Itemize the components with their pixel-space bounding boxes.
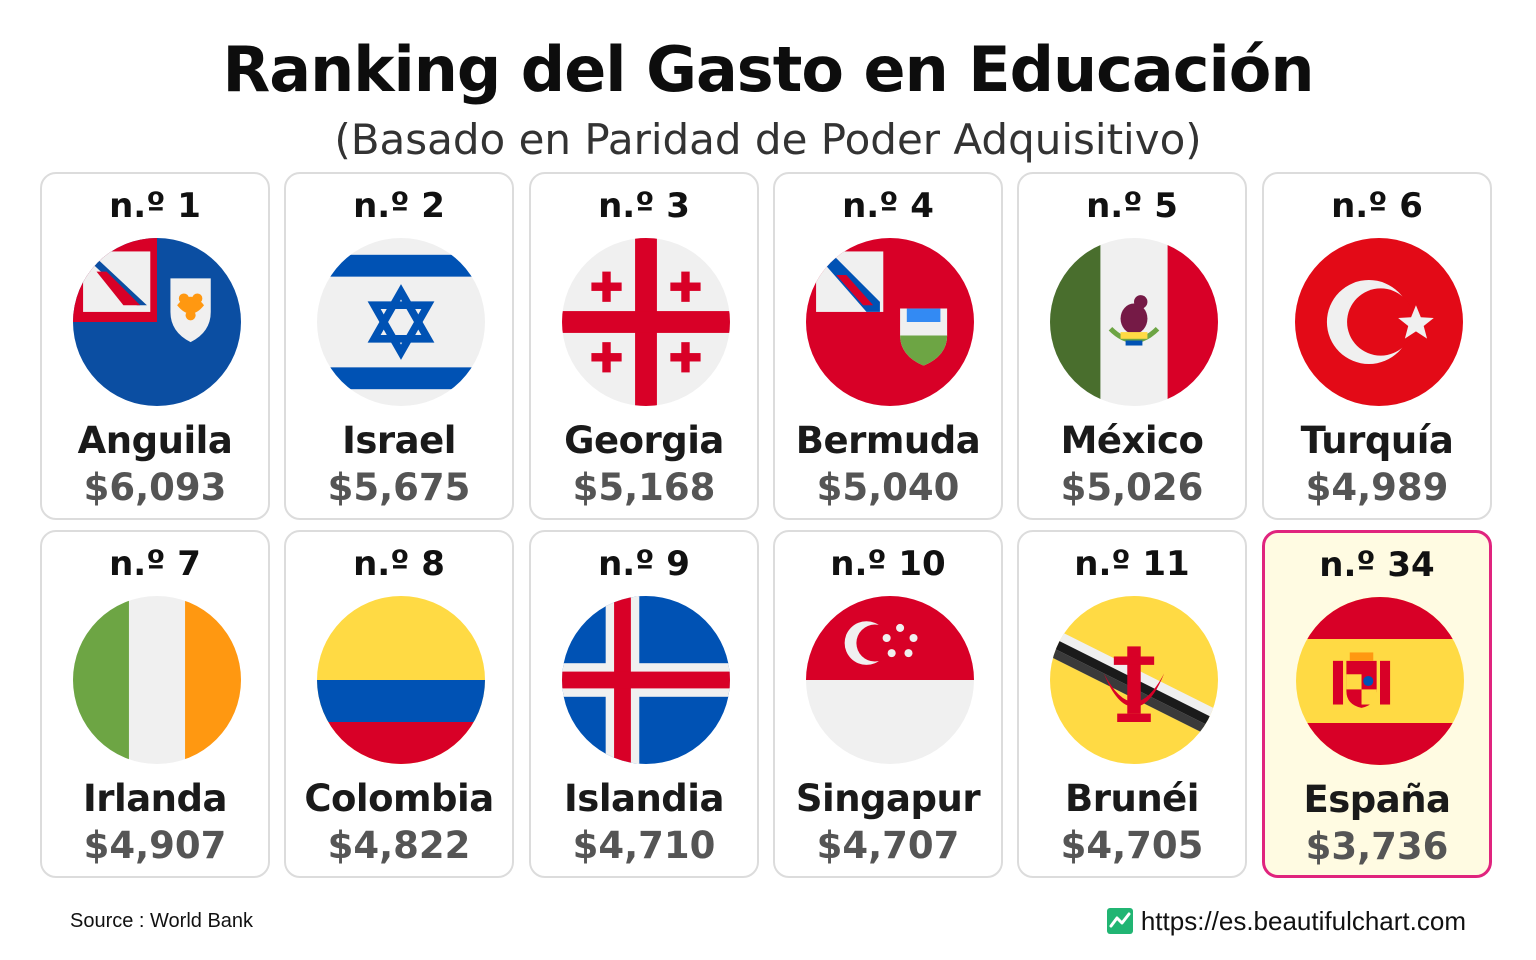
spending-value: $5,168 (572, 466, 716, 509)
israel-flag-icon (317, 238, 485, 406)
ranking-card: n.º 11 Brunéi $4,705 (1017, 530, 1247, 878)
ranking-card: n.º 6 Turquía $4,989 (1262, 172, 1492, 520)
ranking-grid: n.º 1 Anguila $6,093 n.º 2 (40, 172, 1492, 878)
spending-value: $5,675 (327, 466, 471, 509)
rank-label: n.º 2 (353, 186, 445, 226)
spending-value: $6,093 (83, 466, 227, 509)
bermuda-flag-icon (806, 238, 974, 406)
rank-label: n.º 1 (109, 186, 201, 226)
ranking-card: n.º 8 Colombia $4,822 (284, 530, 514, 878)
anguilla-flag-icon (73, 238, 241, 406)
country-name: Colombia (304, 777, 494, 820)
ranking-card: n.º 7 Irlanda $4,907 (40, 530, 270, 878)
ranking-card: n.º 3 Georgia $5,168 (529, 172, 759, 520)
country-name: Brunéi (1065, 777, 1199, 820)
singapore-flag-icon (806, 596, 974, 764)
spending-value: $4,710 (572, 824, 716, 867)
country-name: Irlanda (83, 777, 227, 820)
spending-value: $4,907 (83, 824, 227, 867)
ranking-card: n.º 9 Islandia $4,710 (529, 530, 759, 878)
rank-label: n.º 8 (353, 544, 445, 584)
country-name: Anguila (77, 419, 233, 462)
rank-label: n.º 11 (1074, 544, 1190, 584)
site-link[interactable]: https://es.beautifulchart.com (1106, 902, 1466, 940)
ranking-card: n.º 4 Bermuda $5,040 (773, 172, 1003, 520)
site-url[interactable]: https://es.beautifulchart.com (1140, 905, 1466, 936)
rank-label: n.º 6 (1331, 186, 1423, 226)
country-name: Israel (342, 419, 456, 462)
mexico-flag-icon (1050, 238, 1218, 406)
rank-label: n.º 4 (842, 186, 934, 226)
rank-label: n.º 9 (598, 544, 690, 584)
rank-label: n.º 10 (830, 544, 946, 584)
spending-value: $3,736 (1305, 825, 1449, 868)
colombia-flag-icon (317, 596, 485, 764)
country-name: México (1060, 419, 1204, 462)
spending-value: $5,026 (1060, 466, 1204, 509)
ranking-card: n.º 5 México $5,026 (1017, 172, 1247, 520)
rank-label: n.º 34 (1319, 545, 1435, 585)
spending-value: $5,040 (816, 466, 960, 509)
spain-flag-icon (1296, 597, 1464, 765)
page-title: Ranking del Gasto en Educación (222, 33, 1315, 106)
spending-value: $4,822 (327, 824, 471, 867)
country-name: Bermuda (795, 419, 981, 462)
iceland-flag-icon (562, 596, 730, 764)
brunei-flag-icon (1050, 596, 1218, 764)
chart-logo-icon (1106, 908, 1133, 934)
spending-value: $4,705 (1060, 824, 1204, 867)
turkey-flag-icon (1295, 238, 1463, 406)
country-name: Islandia (564, 777, 724, 820)
ranking-card: n.º 1 Anguila $6,093 (40, 172, 270, 520)
ireland-flag-icon (73, 596, 241, 764)
georgia-flag-icon (562, 238, 730, 406)
ranking-card: n.º 10 Singapur $4,707 (773, 530, 1003, 878)
country-name: España (1303, 778, 1451, 821)
spending-value: $4,707 (816, 824, 960, 867)
country-name: Georgia (564, 419, 724, 462)
rank-label: n.º 3 (598, 186, 690, 226)
country-name: Singapur (795, 777, 981, 820)
ranking-card-highlight: n.º 34 España $3,736 (1262, 530, 1492, 878)
rank-label: n.º 7 (109, 544, 201, 584)
country-name: Turquía (1300, 419, 1454, 462)
spending-value: $4,989 (1305, 466, 1449, 509)
source-note: Source : World Bank (70, 910, 254, 932)
page-subtitle: (Basado en Paridad de Poder Adquisitivo) (334, 115, 1202, 164)
ranking-card: n.º 2 Israel $5,675 (284, 172, 514, 520)
rank-label: n.º 5 (1086, 186, 1178, 226)
